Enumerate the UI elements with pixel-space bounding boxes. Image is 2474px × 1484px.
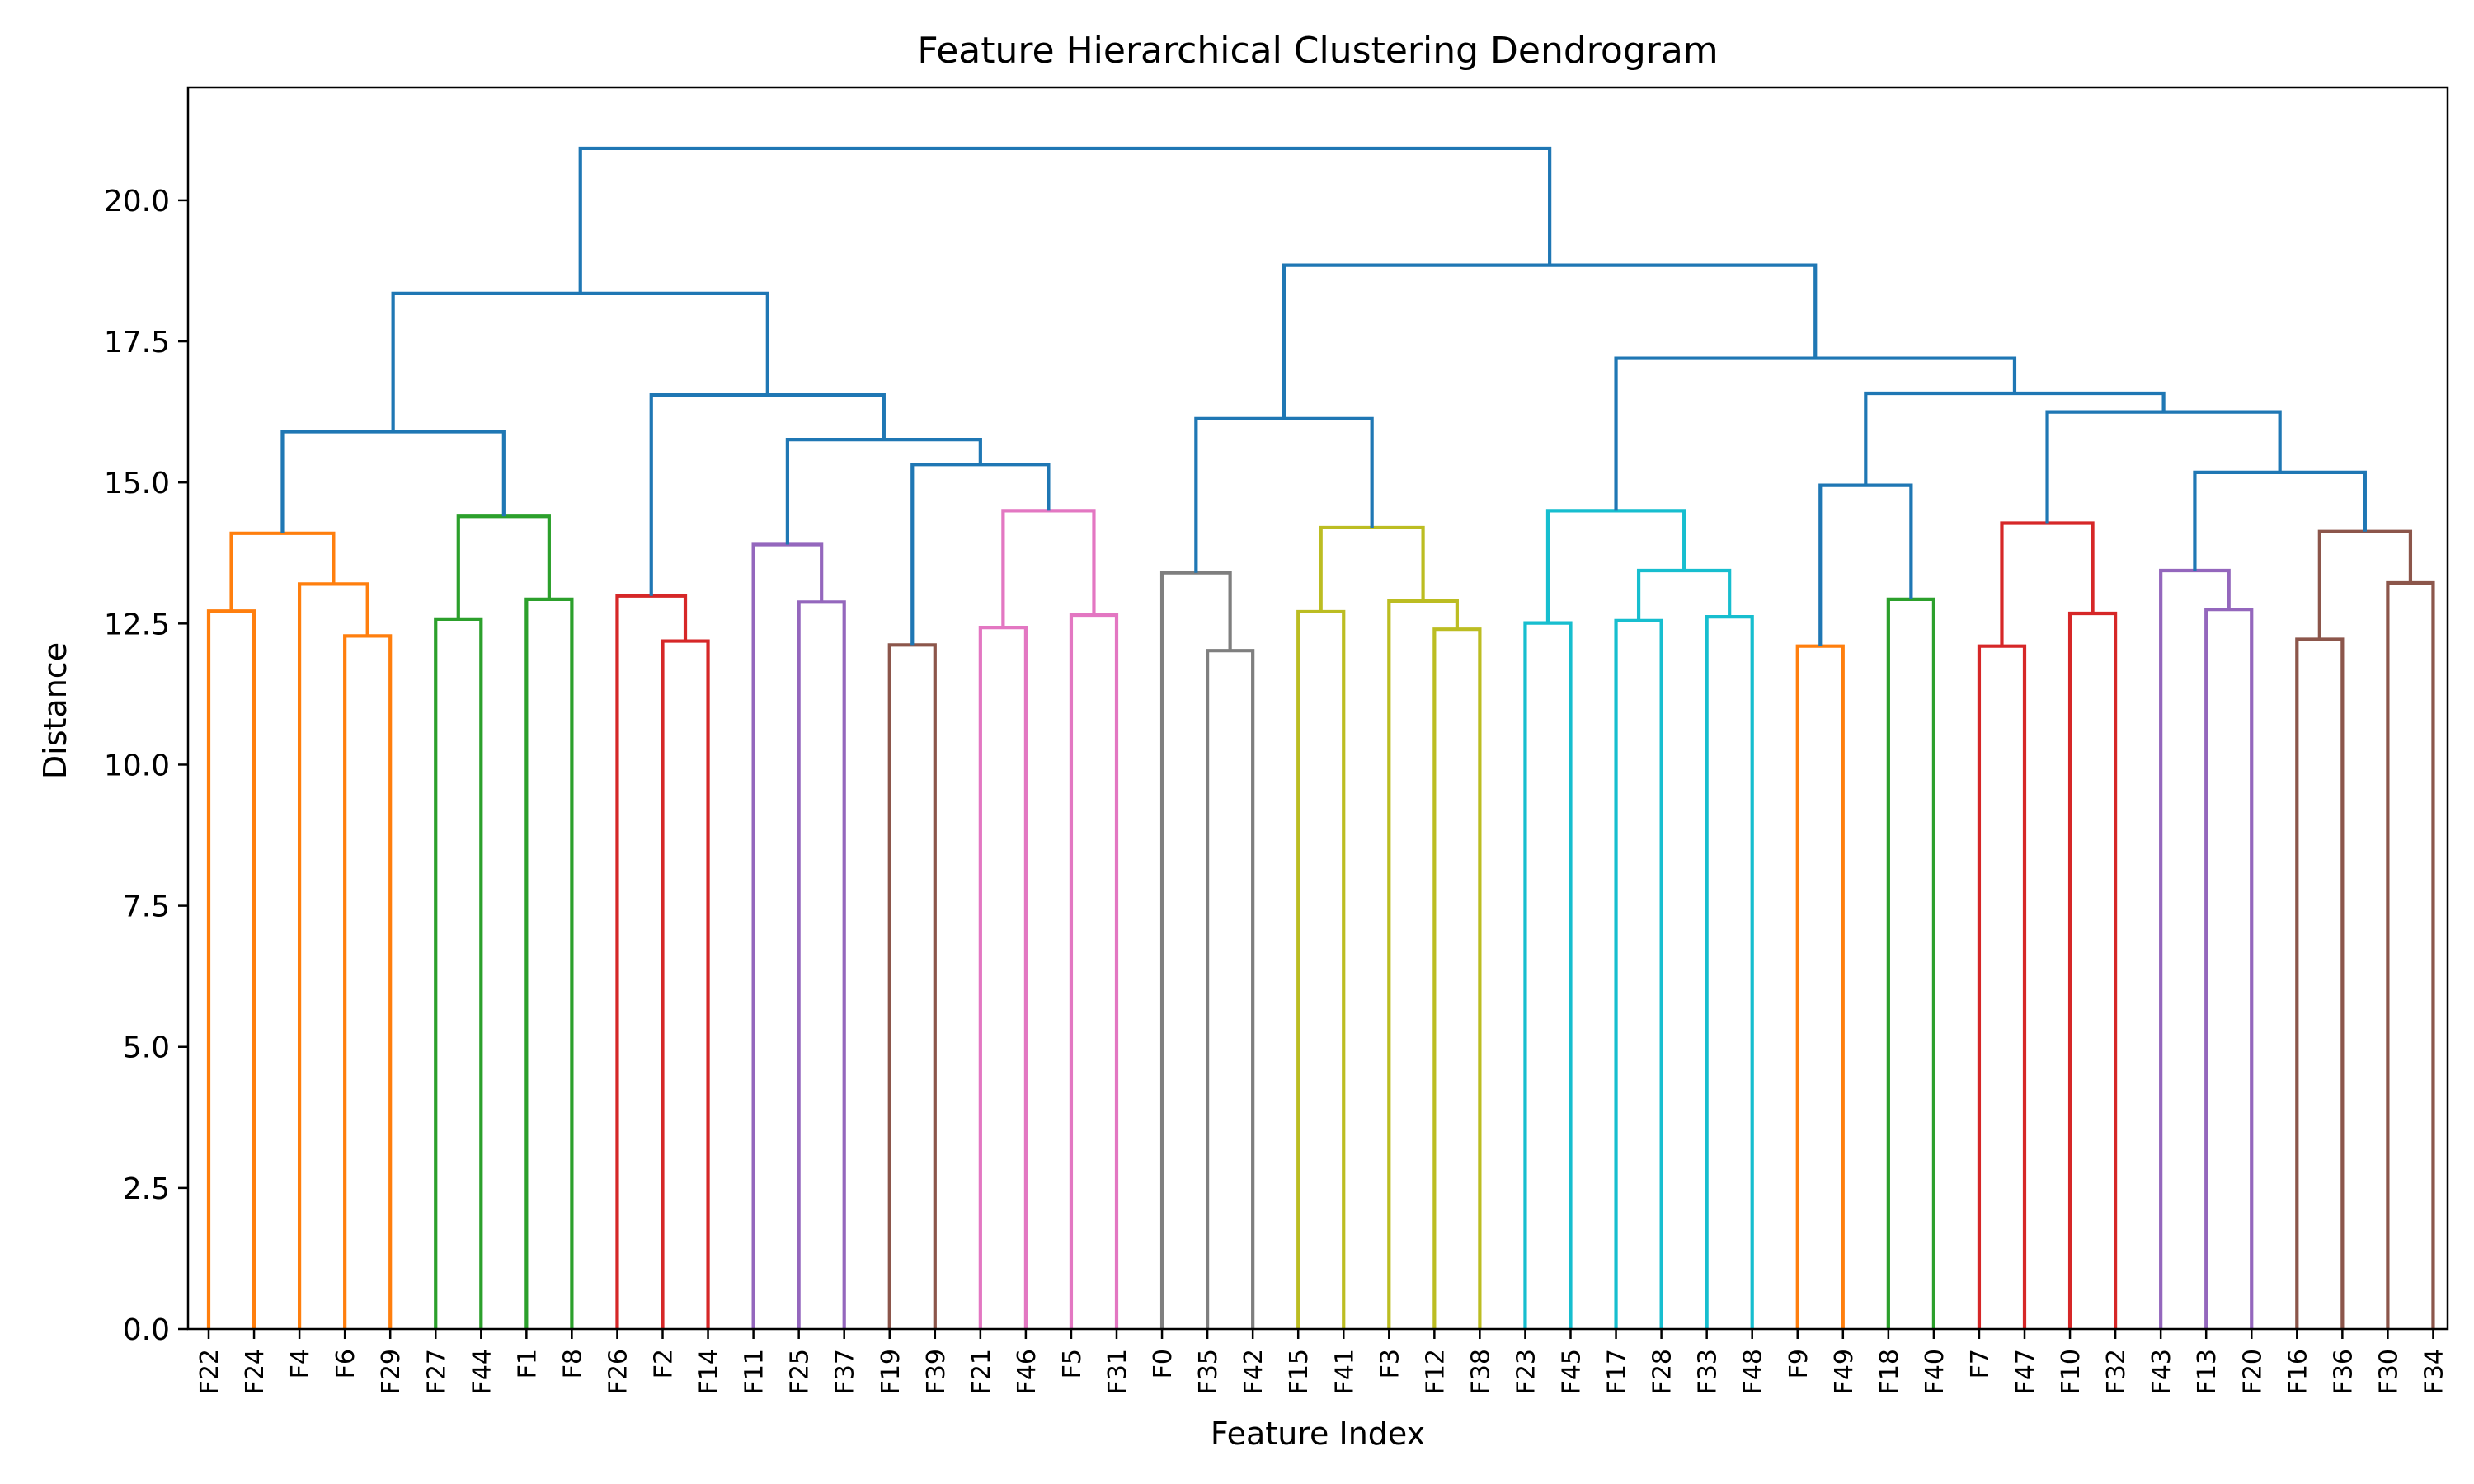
x-tick-label-f14: F14 xyxy=(695,1349,724,1394)
x-tick-label-f28: F28 xyxy=(1649,1349,1677,1394)
x-tick-label-f25: F25 xyxy=(786,1349,815,1394)
x-tick-label-f44: F44 xyxy=(468,1349,496,1394)
x-tick-label-f21: F21 xyxy=(967,1349,996,1394)
x-tick-label-f6: F6 xyxy=(332,1349,360,1378)
dendrogram-link-d2 xyxy=(751,542,824,1329)
x-tick-label-f13: F13 xyxy=(2193,1349,2222,1394)
x-tick-label-f2: F2 xyxy=(650,1349,679,1378)
x-tick-label-f23: F23 xyxy=(1512,1349,1540,1394)
x-axis-label: Feature Index xyxy=(1211,1416,1425,1452)
x-tick-label-f45: F45 xyxy=(1558,1349,1587,1394)
dendrogram-link-h1 xyxy=(1296,609,1346,1329)
x-tick-label-f9: F9 xyxy=(1785,1349,1813,1378)
x-tick-label-f0: F0 xyxy=(1149,1349,1178,1378)
dendrogram-link-b1 xyxy=(434,617,483,1329)
dendrogram-links xyxy=(206,146,2435,1329)
x-tick-label-f7: F7 xyxy=(1966,1349,1995,1378)
y-tick-label: 20.0 xyxy=(104,185,170,218)
dendrogram-link-e1 xyxy=(887,643,937,1329)
dendrogram-link-U1 xyxy=(280,430,506,533)
x-tick-label-f8: F8 xyxy=(558,1349,587,1378)
x-tick-label-f46: F46 xyxy=(1013,1349,1042,1394)
chart-title: Feature Hierarchical Clustering Dendrogr… xyxy=(917,30,1718,72)
x-tick-label-f38: F38 xyxy=(1466,1349,1495,1394)
x-tick-label-f37: F37 xyxy=(831,1349,860,1394)
y-tick-label: 2.5 xyxy=(123,1172,170,1206)
dendrogram-link-U9 xyxy=(2045,410,2282,524)
dendrogram-link-U13 xyxy=(578,146,1552,294)
y-tick-label: 15.0 xyxy=(104,467,170,500)
dendrogram-link-m2 xyxy=(2159,568,2231,1329)
x-tick-label-f27: F27 xyxy=(422,1349,451,1394)
x-tick-label-f26: F26 xyxy=(604,1349,633,1394)
y-tick-label: 5.0 xyxy=(123,1031,170,1065)
x-tick-label-f3: F3 xyxy=(1376,1349,1404,1378)
x-tick-label-f5: F5 xyxy=(1058,1349,1087,1378)
x-axis-ticks: F22 F24 F4 F6 F29 F27 F44 F1 F8 F26 F2 F14 F11 F25 F37… xyxy=(195,1329,2448,1394)
x-tick-label-f29: F29 xyxy=(377,1349,406,1394)
x-tick-label-f4: F4 xyxy=(286,1349,315,1378)
dendrogram-link-U12 xyxy=(1282,263,1818,419)
x-tick-label-f32: F32 xyxy=(2102,1349,2131,1394)
x-tick-label-f36: F36 xyxy=(2329,1349,2358,1394)
dendrogram-link-i1 xyxy=(1523,621,1573,1329)
x-tick-label-f49: F49 xyxy=(1830,1349,1859,1394)
dendrogram-link-i4 xyxy=(1636,568,1732,621)
y-tick-label: 10.0 xyxy=(104,749,170,782)
x-tick-label-f39: F39 xyxy=(922,1349,951,1394)
x-tick-label-f31: F31 xyxy=(1103,1349,1132,1394)
x-tick-label-f17: F17 xyxy=(1603,1349,1632,1394)
x-tick-label-f43: F43 xyxy=(2147,1349,2176,1394)
dendrogram-link-m1 xyxy=(2204,608,2254,1329)
y-tick-label: 7.5 xyxy=(123,890,170,924)
dendrogram-link-a4 xyxy=(229,531,336,612)
x-tick-label-f11: F11 xyxy=(741,1349,769,1394)
x-tick-label-f19: F19 xyxy=(877,1349,905,1394)
x-tick-label-f24: F24 xyxy=(241,1349,270,1394)
x-tick-label-f30: F30 xyxy=(2374,1349,2403,1394)
x-tick-label-f15: F15 xyxy=(1285,1349,1314,1394)
y-axis-label: Distance xyxy=(37,642,73,779)
dendrogram-link-U7 xyxy=(1818,483,1913,646)
x-tick-label-f20: F20 xyxy=(2238,1349,2267,1394)
dendrogram-link-h2 xyxy=(1432,627,1482,1329)
dendrogram-link-U11 xyxy=(1614,356,2017,511)
x-tick-label-f34: F34 xyxy=(2420,1349,2448,1394)
dendrogram-link-k1 xyxy=(1886,597,1935,1329)
x-tick-label-f41: F41 xyxy=(1330,1349,1359,1394)
x-tick-label-f47: F47 xyxy=(2011,1349,2040,1394)
y-axis-ticks: 0.0 2.5 5.0 7.5 10.0 12.5 15.0 17.5 20.0 xyxy=(104,185,188,1347)
y-tick-label: 17.5 xyxy=(104,326,170,359)
x-tick-label-f16: F16 xyxy=(2284,1349,2312,1394)
x-tick-label-f48: F48 xyxy=(1739,1349,1768,1394)
x-tick-label-f12: F12 xyxy=(1421,1349,1450,1394)
x-tick-label-f22: F22 xyxy=(195,1349,224,1394)
x-tick-label-f1: F1 xyxy=(513,1349,542,1378)
dendrogram-link-i3 xyxy=(1705,615,1754,1329)
plot-area-frame xyxy=(186,86,2449,1331)
x-tick-label-f42: F42 xyxy=(1239,1349,1268,1394)
x-tick-label-f10: F10 xyxy=(2057,1349,2086,1394)
x-tick-label-f33: F33 xyxy=(1694,1349,1723,1394)
x-tick-label-f18: F18 xyxy=(1875,1349,1904,1394)
dendrogram-link-n2 xyxy=(2386,580,2435,1329)
y-tick-label: 0.0 xyxy=(123,1313,170,1347)
dendrogram-link-U10 xyxy=(1864,391,2166,486)
dendrogram-link-b3 xyxy=(456,514,551,619)
x-tick-label-f40: F40 xyxy=(1921,1349,1950,1394)
dendrogram-link-b2 xyxy=(524,597,574,1329)
y-tick-label: 12.5 xyxy=(104,608,170,641)
x-tick-label-f35: F35 xyxy=(1194,1349,1223,1394)
